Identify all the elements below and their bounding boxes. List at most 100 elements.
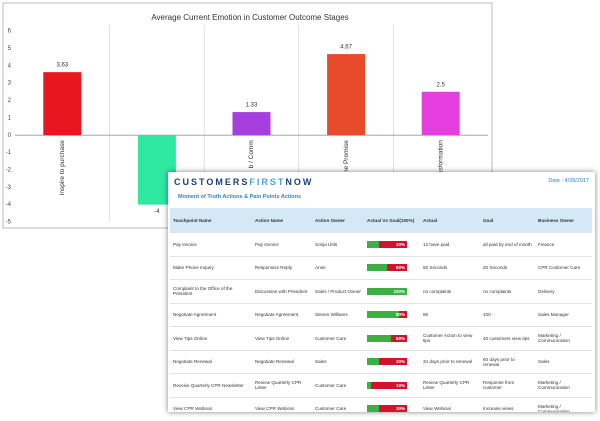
logo-part: CUSTOMERS xyxy=(174,177,250,187)
subtitle: Moment of Truth Actions & Pain Points Ac… xyxy=(178,194,302,200)
progress-cell: 30% xyxy=(364,396,420,412)
progress-bar: 10% xyxy=(367,381,407,389)
bar xyxy=(232,112,271,136)
value-label: -4 xyxy=(154,209,160,215)
progress-bar: 30% xyxy=(367,240,407,248)
table-cell: Customer Care xyxy=(312,326,364,350)
column-header: Actual xyxy=(420,208,480,233)
progress-fill xyxy=(367,381,371,389)
progress-fill xyxy=(367,311,399,319)
table-cell: Anne xyxy=(312,255,364,280)
column-header: Action Name xyxy=(252,208,312,233)
y-tick-label: -4 xyxy=(6,202,12,208)
column-header: Touchpoint Name xyxy=(170,208,252,233)
progress-label: 10% xyxy=(395,382,405,388)
y-tick-label: -1 xyxy=(6,150,12,156)
column-header: Action Owner xyxy=(312,208,364,233)
table-cell: no complaints xyxy=(420,279,480,303)
table-cell: no complaints xyxy=(480,279,535,303)
column-header: Actual Vs Goal(100%) xyxy=(364,208,420,233)
progress-cell: 10% xyxy=(364,373,420,397)
progress-label: 30% xyxy=(395,359,405,365)
progress-fill xyxy=(367,334,391,342)
table-cell: Steven Williams xyxy=(312,302,364,327)
progress-fill xyxy=(367,358,379,366)
progress-fill xyxy=(367,264,387,272)
table-cell: Customer Care xyxy=(312,373,364,397)
report-table: Touchpoint Name Action Name Action Owner Ac… xyxy=(170,208,592,412)
table-cell: Delivery xyxy=(535,279,592,303)
y-tick-label: 6 xyxy=(8,29,12,35)
table-cell: 85 xyxy=(420,302,480,327)
table-row: Negotiate Renewal Negotiate Renewal Sales 3… xyxy=(170,349,592,374)
y-tick-label: -2 xyxy=(6,167,12,173)
table-cell: Sales xyxy=(312,349,364,374)
table-row: Negotiate Agreement Negotiate Agreement St… xyxy=(170,302,592,327)
table-cell: CPR Customer Care xyxy=(535,255,592,280)
y-tick-label: -5 xyxy=(6,220,12,226)
report-panel: CUSTOMERSFIRSTNOW Date : 4/28/2017 Momen… xyxy=(168,172,595,412)
table-cell: Finance xyxy=(535,232,592,256)
table-cell: Sonja Uhls xyxy=(312,232,364,256)
progress-cell: 50% xyxy=(364,255,420,280)
table-cell: Negotiate Agreement xyxy=(170,302,252,327)
table-cell: Receive Quarterly CPR Newsletter xyxy=(170,373,252,397)
table-cell: Customer Action to view tips xyxy=(420,326,480,350)
date: Date : 4/28/2017 xyxy=(548,178,589,184)
progress-cell: 100% xyxy=(364,279,420,303)
progress-cell: 30% xyxy=(364,349,420,374)
progress-label: 50% xyxy=(395,265,405,271)
progress-cell: 60% xyxy=(364,326,420,350)
table-row: View Tips Online View Tips Online Customer… xyxy=(170,326,592,350)
table-cell: all paid by end of month xyxy=(480,232,535,256)
x-tick-label: The Promise xyxy=(343,140,350,177)
table-cell: View Webinar xyxy=(420,396,480,412)
y-tick-label: 4 xyxy=(8,63,12,69)
column-header: Goal xyxy=(480,208,535,233)
table-cell: 100 xyxy=(480,302,535,327)
table-cell: Increase views xyxy=(480,396,535,412)
table-cell: Sales / Product Owner xyxy=(312,279,364,303)
table-cell: 34 days prior to renewal xyxy=(420,349,480,374)
table-cell: Marketing / Communication xyxy=(535,373,592,397)
progress-fill xyxy=(367,405,379,412)
logo: CUSTOMERSFIRSTNOW xyxy=(174,177,313,187)
logo-part: FIRST xyxy=(249,177,286,187)
table-cell: Review Quarterly CPR Letter xyxy=(252,373,312,397)
progress-fill xyxy=(367,240,379,248)
bar xyxy=(327,54,366,136)
table-cell: 20 Seconds xyxy=(480,255,535,280)
y-tick-label: 3 xyxy=(8,81,12,87)
y-tick-label: 0 xyxy=(8,133,12,139)
value-label: 2.5 xyxy=(437,82,446,88)
table-cell: Sales Manager xyxy=(535,302,592,327)
y-tick-label: 5 xyxy=(8,46,12,52)
table-row: Receive Quarterly CPR Newsletter Review Q… xyxy=(170,373,592,397)
chart-title: Average Current Emotion in Customer Outc… xyxy=(151,13,348,22)
progress-bar: 50% xyxy=(367,264,407,272)
table-cell: View CPR Webinar xyxy=(252,396,312,412)
table-cell: Sales xyxy=(535,349,592,374)
table-cell: View Tips Online xyxy=(252,326,312,350)
table-cell: Marketing / Communication xyxy=(535,396,592,412)
table-cell: View CPR Webinar xyxy=(170,396,252,412)
table-cell: Negotiate Agreement xyxy=(252,302,312,327)
bar xyxy=(421,91,460,136)
table-cell: Discussion with President xyxy=(252,279,312,303)
table-cell: Make Phone Inquiry xyxy=(170,255,252,280)
progress-label: 80% xyxy=(395,312,405,318)
x-tick-label: b / Comm xyxy=(248,140,255,168)
table-cell: Negotiate Renewal xyxy=(170,349,252,374)
progress-bar: 60% xyxy=(367,334,407,342)
progress-cell: 30% xyxy=(364,232,420,256)
table-row: Make Phone Inquiry Responsive Reply Anne 50… xyxy=(170,255,592,280)
table-cell: 50 Seconds xyxy=(420,255,480,280)
table-cell: Pay Invoice xyxy=(170,232,252,256)
table-row: Pay Invoice Pay Invoice Sonja Uhls 30% 12 ha… xyxy=(170,232,592,256)
value-label: 1.33 xyxy=(246,103,258,109)
progress-cell: 80% xyxy=(364,302,420,327)
y-tick-label: 1 xyxy=(8,115,12,121)
progress-label: 30% xyxy=(395,406,405,412)
progress-bar: 80% xyxy=(367,311,407,319)
